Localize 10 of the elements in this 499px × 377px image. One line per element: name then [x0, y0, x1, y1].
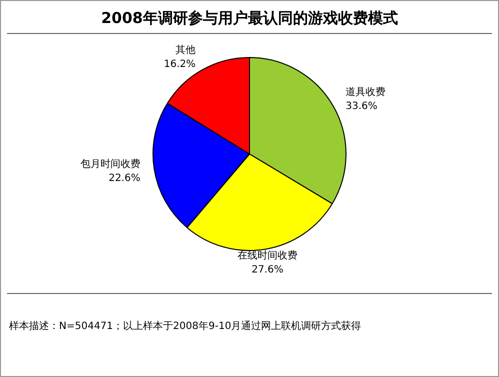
slice-label: 其他: [176, 44, 196, 56]
data-label: 16.2%: [164, 59, 196, 70]
data-label: 33.6%: [346, 101, 378, 112]
text: 样本描述：N=504471；以上样本于2008年9-10月通过网上联机调研方式获得: [9, 320, 362, 333]
slice-label: 包月时间收费: [80, 158, 140, 170]
slice-label: 道具收费: [346, 86, 386, 98]
slice-label: 在线时间收费: [237, 250, 298, 262]
data-label: 22.6%: [108, 172, 140, 184]
chart-title: 2008年调研参与用户最认同的游戏收费模式: [100, 9, 399, 28]
data-label: 27.6%: [252, 264, 284, 276]
